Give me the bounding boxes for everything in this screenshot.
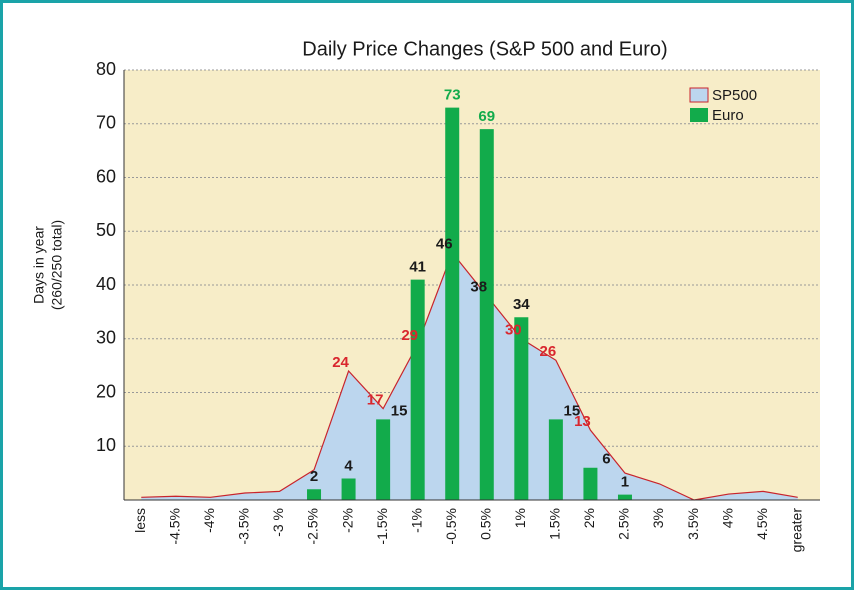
- y-tick-label: 80: [96, 59, 116, 79]
- x-tick-label: 1%: [512, 508, 528, 528]
- bar: [583, 467, 598, 500]
- y-tick-label: 40: [96, 274, 116, 294]
- y-tick-label: 70: [96, 113, 116, 133]
- data-label: 4: [344, 457, 353, 474]
- x-tick-label: less: [132, 508, 148, 533]
- x-tick-label: -3.5%: [236, 508, 252, 545]
- data-label: 17: [367, 392, 384, 409]
- data-label: 24: [332, 354, 349, 371]
- y-axis-label: (260/250 total): [49, 220, 65, 310]
- x-tick-label: 3%: [650, 508, 666, 528]
- y-tick-label: 20: [96, 381, 116, 401]
- x-tick-label: 2.5%: [616, 508, 632, 540]
- x-tick-label: -4%: [201, 508, 217, 533]
- bar: [376, 419, 391, 500]
- bar: [479, 129, 494, 500]
- data-label: 41: [409, 259, 426, 276]
- data-label: 2: [310, 468, 318, 485]
- chart-title: Daily Price Changes (S&P 500 and Euro): [302, 38, 667, 60]
- bar: [617, 494, 632, 500]
- x-tick-label: -2.5%: [305, 508, 321, 545]
- legend-swatch: [690, 108, 708, 122]
- data-label: 6: [602, 451, 610, 468]
- x-tick-label: greater: [788, 508, 804, 553]
- data-label: 29: [401, 327, 418, 344]
- x-tick-label: -1.5%: [374, 508, 390, 545]
- bar: [410, 279, 425, 500]
- data-label: 38: [470, 279, 487, 296]
- y-tick-label: 60: [96, 166, 116, 186]
- data-label: 46: [436, 236, 453, 253]
- bar: [548, 419, 563, 500]
- x-tick-label: 4.5%: [754, 508, 770, 540]
- x-tick-label: -3 %: [270, 508, 286, 537]
- data-label: 30: [505, 322, 522, 339]
- data-label: 69: [478, 108, 495, 125]
- bar: [514, 317, 529, 500]
- bar: [445, 107, 460, 500]
- x-tick-label: -0.5%: [443, 508, 459, 545]
- data-label: 73: [444, 87, 461, 104]
- y-tick-label: 50: [96, 220, 116, 240]
- legend-swatch: [689, 87, 709, 103]
- data-label: 13: [574, 413, 591, 430]
- bar: [341, 478, 356, 500]
- x-tick-label: 1.5%: [547, 508, 563, 540]
- legend-label: Euro: [712, 107, 744, 124]
- y-tick-label: 30: [96, 328, 116, 348]
- x-tick-label: -2%: [339, 508, 355, 533]
- data-label: 34: [513, 296, 530, 313]
- legend-label: SP500: [712, 87, 757, 104]
- data-label: 1: [621, 474, 629, 491]
- y-tick-label: 10: [96, 435, 116, 455]
- area-line: [141, 251, 798, 501]
- area: [141, 252, 798, 500]
- y-axis-label: Days in year: [31, 226, 47, 304]
- bar: [307, 489, 322, 500]
- x-tick-label: 3.5%: [685, 508, 701, 540]
- x-tick-label: 0.5%: [477, 508, 493, 540]
- x-tick-label: 4%: [719, 508, 735, 528]
- data-label: 26: [540, 343, 557, 360]
- data-label: 15: [564, 402, 581, 419]
- x-tick-label: 2%: [581, 508, 597, 528]
- data-label: 15: [391, 402, 408, 419]
- x-tick-label: -4.5%: [167, 508, 183, 545]
- x-tick-label: -1%: [408, 508, 424, 533]
